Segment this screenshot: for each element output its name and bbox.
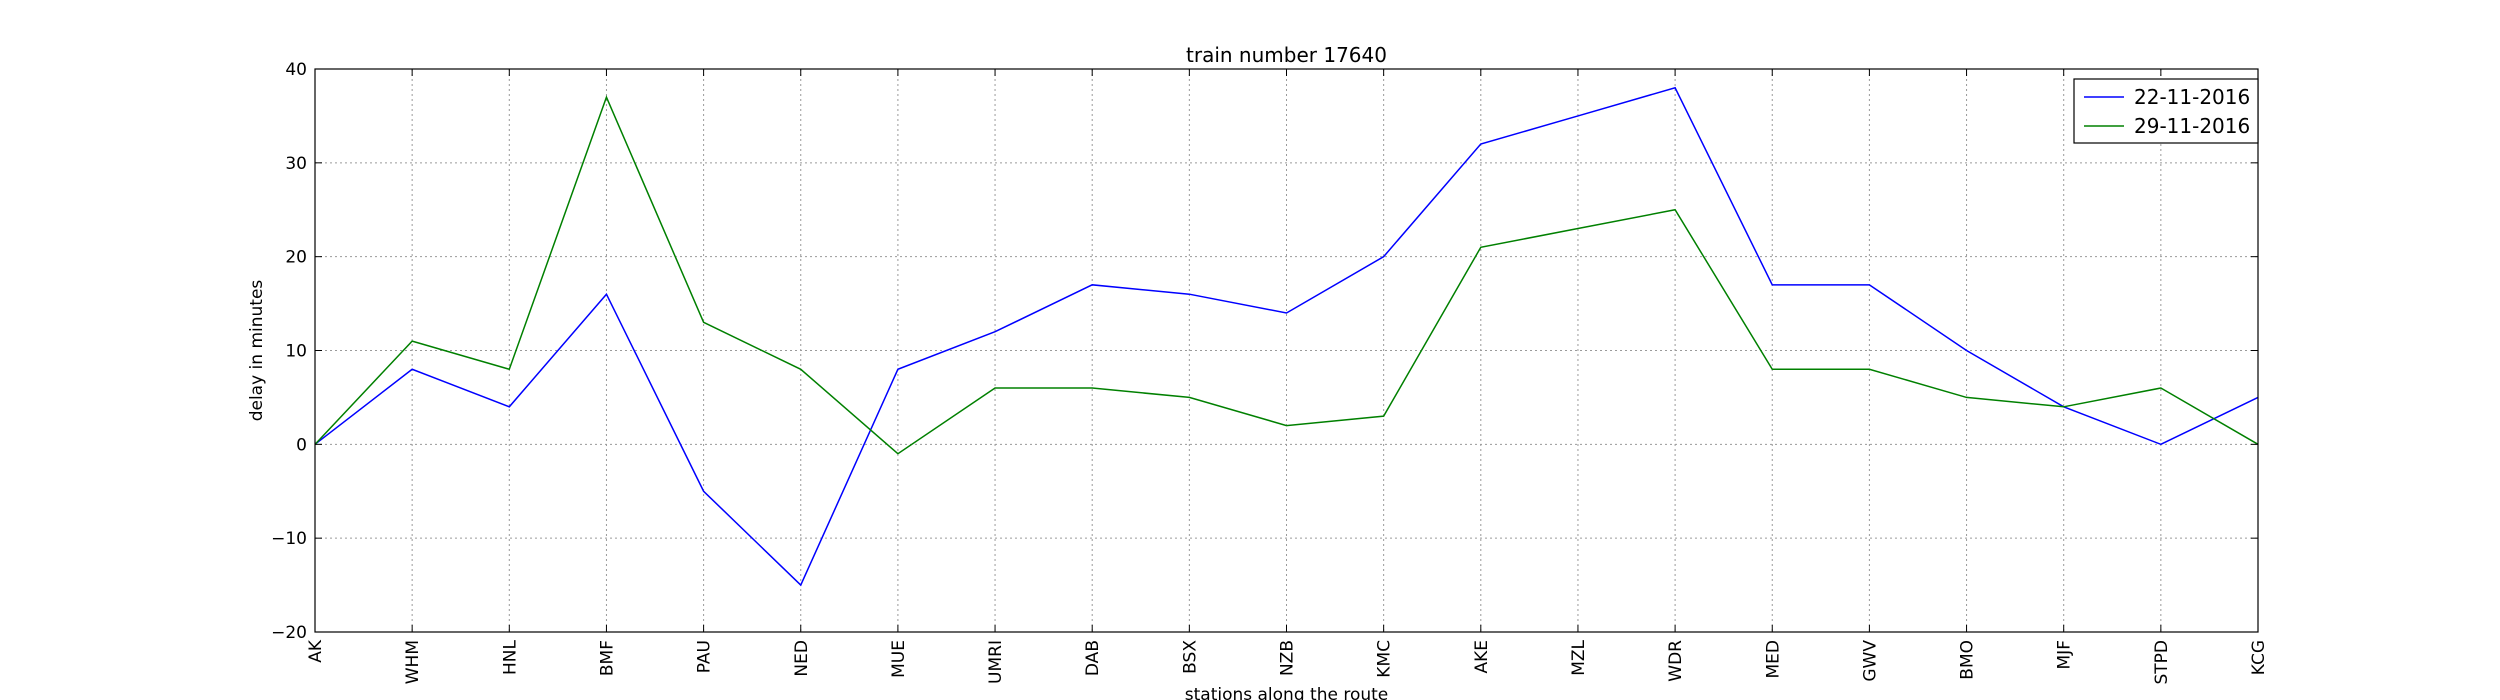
y-tick-label: 40 — [285, 60, 307, 80]
y-tick-label: 30 — [285, 154, 307, 174]
x-tick-label: MED — [1763, 640, 1783, 679]
x-axis-ticks: AK WHM HNL BMF PAU NED MUE UMRI DAB BSX NZB KMC AKE M… — [306, 69, 2269, 685]
y-tick-label: 10 — [285, 342, 307, 362]
x-tick-label: WHM — [403, 640, 423, 684]
x-tick-label: AKE — [1472, 640, 1492, 674]
series-line-1 — [314, 86, 2259, 587]
x-tick-label: PAU — [695, 640, 715, 673]
x-axis-label: stations along the route — [1185, 685, 1389, 700]
series-lines — [314, 86, 2259, 587]
legend-label-series-2: 29-11-2016 — [2134, 114, 2250, 138]
x-tick-label: MJF — [2055, 640, 2075, 669]
x-tick-label: BMF — [597, 640, 617, 676]
x-tick-label: MZL — [1569, 639, 1589, 675]
x-tick-label: HNL — [500, 639, 520, 675]
x-tick-label: WDR — [1666, 640, 1686, 682]
y-tick-label: −20 — [271, 623, 307, 643]
x-tick-label: KCG — [2249, 640, 2269, 675]
x-tick-label: MUE — [889, 640, 909, 678]
x-tick-label: DAB — [1083, 640, 1103, 676]
x-tick-label: NED — [792, 640, 812, 677]
legend: 22-11-2016 29-11-2016 — [2073, 78, 2259, 144]
legend-box — [2073, 78, 2259, 144]
x-tick-label: AK — [306, 639, 326, 663]
y-tick-label: −10 — [271, 529, 307, 549]
x-tick-label: KMC — [1375, 640, 1395, 678]
y-tick-label: 20 — [285, 248, 307, 268]
chart-title: train number 17640 — [1186, 43, 1387, 67]
y-axis-ticks: −20 −10 0 10 20 30 40 — [271, 60, 2258, 643]
y-tick-label: 0 — [296, 435, 307, 455]
series-line-2 — [314, 95, 2259, 455]
x-tick-label: UMRI — [986, 640, 1006, 684]
legend-label-series-1: 22-11-2016 — [2134, 85, 2250, 109]
x-tick-label: BMO — [1958, 640, 1978, 680]
x-tick-label: STPD — [2152, 640, 2172, 685]
y-axis-label: delay in minutes — [247, 280, 267, 422]
x-tick-label: GWV — [1860, 640, 1880, 682]
x-tick-label: BSX — [1180, 640, 1200, 674]
x-tick-label: NZB — [1278, 640, 1298, 676]
